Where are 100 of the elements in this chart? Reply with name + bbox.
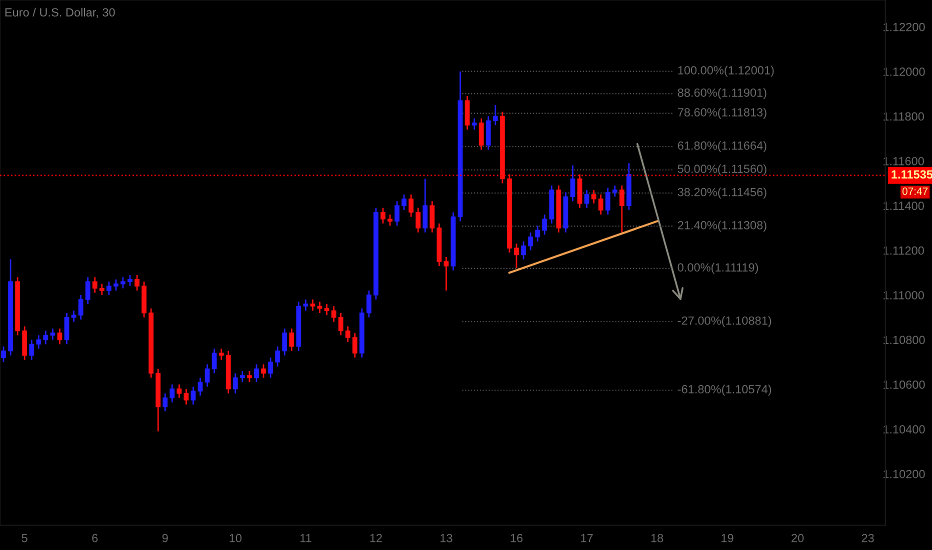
ref-line-label: 50.00%(1.11560) (678, 164, 766, 176)
candlestick (598, 194, 604, 216)
text: Euro / U.S. Dollar, 30 (5, 8, 115, 18)
candlestick (612, 184, 618, 198)
candlestick (478, 118, 484, 150)
x-tick-label: 12 (370, 534, 382, 542)
ref-line-label: -27.00%(1.10881) (678, 316, 772, 328)
candlestick (64, 312, 70, 345)
ref-line-label: 100.00%(1.12001) (678, 66, 774, 77)
candlestick (366, 290, 372, 318)
y-tick-label: 1.11600 (884, 156, 924, 166)
candlestick (247, 370, 252, 383)
candlestick (619, 184, 624, 234)
candlestick (402, 194, 407, 211)
candlestick (472, 118, 477, 130)
y-tick-label: 1.11800 (884, 112, 924, 121)
candlestick (198, 377, 203, 396)
candlestick (162, 392, 168, 412)
candlestick (324, 303, 330, 316)
candlestick (29, 339, 34, 361)
y-tick-label: 1.12000 (884, 68, 925, 76)
ref-line-label: 21.40%(1.11308) (678, 220, 766, 232)
candlestick (345, 326, 350, 343)
candlestick (134, 274, 140, 292)
y-tick-label: 1.12200 (884, 22, 925, 32)
candlestick (92, 276, 98, 294)
candlestick (303, 298, 308, 312)
candlestick (106, 280, 112, 296)
x-tick-label: 5 (22, 534, 28, 542)
candlestick (310, 298, 316, 312)
x-tick-label: 13 (440, 534, 452, 542)
candlestick (85, 276, 90, 305)
candlestick (113, 278, 118, 292)
candlestick (176, 384, 182, 399)
y-tick-label: 1.10200 (884, 470, 925, 478)
candlestick (99, 283, 104, 296)
candlestick (492, 104, 498, 126)
candlestick (408, 194, 414, 218)
candlestick (50, 328, 56, 340)
candlestick (232, 372, 238, 394)
candlestick (535, 225, 540, 242)
x-tick-label: 10 (230, 534, 242, 542)
x-tick-label: 17 (581, 534, 593, 542)
candlestick (317, 301, 322, 314)
ref-line-label: -61.80%(1.10574) (678, 384, 772, 396)
y-tick-label: 1.11000 (884, 291, 924, 300)
candlestick (591, 189, 596, 204)
candlestick (261, 364, 266, 378)
candlestick (57, 328, 62, 345)
candlestick (416, 207, 421, 234)
x-tick-label: 18 (651, 534, 664, 542)
ref-line-label: 38.20%(1.11456) (678, 188, 766, 199)
candlestick (605, 187, 610, 216)
candlestick (282, 328, 288, 356)
y-tick-label: 1.10800 (884, 336, 925, 344)
candlestick (170, 384, 175, 404)
ref-line-label: 88.60%(1.11901) (678, 88, 766, 100)
y-tick-label: 1.11400 (884, 202, 924, 210)
candlestick (268, 356, 273, 378)
candlestick (240, 370, 245, 383)
candlestick (352, 332, 358, 358)
candlestick (422, 178, 428, 234)
x-tick-label: 19 (722, 534, 734, 542)
candlestick (190, 386, 196, 406)
candlestick (514, 242, 519, 269)
x-tick-label: 11 (300, 534, 312, 542)
candlestick (36, 334, 42, 350)
candlestick (430, 200, 435, 234)
ref-line-label: 78.60%(1.11813) (678, 108, 766, 119)
candlestick (254, 364, 259, 383)
candlestick (184, 388, 189, 406)
candlestick (275, 346, 280, 368)
x-tick-label: 16 (510, 534, 523, 542)
candlestick (338, 312, 344, 336)
candlestick (521, 240, 526, 260)
x-tick-label: 20 (792, 534, 804, 542)
x-tick-label: 9 (162, 534, 168, 542)
ref-line-label: 61.80%(1.11664) (678, 141, 766, 152)
candlestick (212, 348, 217, 374)
candlestick (388, 214, 392, 226)
candlestick (542, 214, 548, 236)
candlestick (444, 256, 449, 292)
candlestick (43, 330, 48, 345)
candlestick (78, 294, 84, 320)
candlestick (204, 364, 210, 388)
y-tick-label: 1.11200 (884, 246, 924, 255)
text: 07:47 (902, 188, 928, 195)
x-tick-label: 6 (92, 534, 98, 542)
x-tick-label: 23 (862, 534, 874, 542)
y-tick-label: 1.10400 (884, 425, 925, 434)
candlestick (128, 274, 132, 287)
candlestick (584, 189, 590, 209)
candlestick (528, 232, 533, 252)
ref-line-label: 0.00%(1.11119) (678, 262, 758, 274)
candlestick (289, 328, 294, 352)
candlestick (1, 346, 6, 363)
candlestick (570, 164, 576, 202)
y-tick-label: 1.10600 (884, 380, 925, 389)
candlestick (380, 207, 386, 224)
candlestick (394, 200, 400, 226)
